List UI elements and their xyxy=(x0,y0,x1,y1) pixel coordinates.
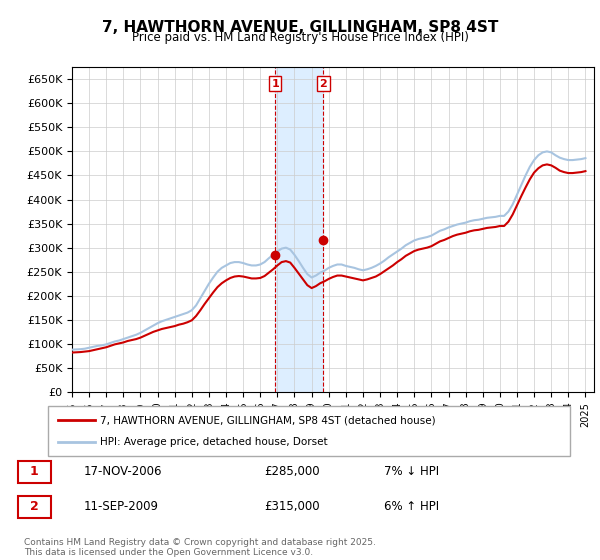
Text: 7% ↓ HPI: 7% ↓ HPI xyxy=(384,465,439,478)
Text: 1: 1 xyxy=(30,465,38,478)
Bar xyxy=(275,67,323,392)
Text: 2: 2 xyxy=(30,500,38,514)
Text: 7, HAWTHORN AVENUE, GILLINGHAM, SP8 4ST: 7, HAWTHORN AVENUE, GILLINGHAM, SP8 4ST xyxy=(102,20,498,35)
Text: 1: 1 xyxy=(271,78,279,88)
Text: 2: 2 xyxy=(320,78,327,88)
Text: HPI: Average price, detached house, Dorset: HPI: Average price, detached house, Dors… xyxy=(100,437,328,447)
Text: Price paid vs. HM Land Registry's House Price Index (HPI): Price paid vs. HM Land Registry's House … xyxy=(131,31,469,44)
FancyBboxPatch shape xyxy=(48,406,570,456)
Text: £285,000: £285,000 xyxy=(264,465,320,478)
Text: 7, HAWTHORN AVENUE, GILLINGHAM, SP8 4ST (detached house): 7, HAWTHORN AVENUE, GILLINGHAM, SP8 4ST … xyxy=(100,415,436,425)
FancyBboxPatch shape xyxy=(18,460,51,483)
Text: £315,000: £315,000 xyxy=(264,500,320,514)
Text: 17-NOV-2006: 17-NOV-2006 xyxy=(84,465,163,478)
FancyBboxPatch shape xyxy=(18,496,51,518)
Text: 11-SEP-2009: 11-SEP-2009 xyxy=(84,500,159,514)
Text: Contains HM Land Registry data © Crown copyright and database right 2025.
This d: Contains HM Land Registry data © Crown c… xyxy=(24,538,376,557)
Text: 6% ↑ HPI: 6% ↑ HPI xyxy=(384,500,439,514)
